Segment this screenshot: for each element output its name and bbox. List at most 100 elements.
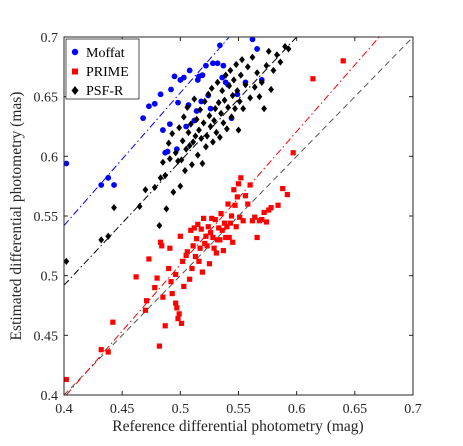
data-point-prime <box>162 323 168 329</box>
legend-marker-prime <box>72 68 78 75</box>
data-point-prime <box>237 214 243 220</box>
data-point-psf-r <box>187 120 194 128</box>
data-point-prime <box>210 234 216 241</box>
data-point-prime <box>340 58 346 64</box>
data-point-psf-r <box>251 83 258 91</box>
data-point-prime <box>259 216 265 223</box>
data-point-prime <box>216 225 222 231</box>
y-tick-label: 0.65 <box>34 91 59 106</box>
data-point-psf-r <box>210 138 216 146</box>
data-point-psf-r <box>227 66 234 75</box>
data-point-psf-r <box>256 93 263 101</box>
data-point-psf-r <box>212 105 219 113</box>
data-point-psf-r <box>277 58 284 66</box>
data-point-psf-r <box>222 71 229 79</box>
data-point-psf-r <box>261 105 267 113</box>
data-point-psf-r <box>159 158 166 166</box>
fit-line-moffat <box>64 37 230 226</box>
data-point-psf-r <box>105 232 112 240</box>
data-point-psf-r <box>242 81 249 89</box>
data-point-psf-r <box>218 109 224 117</box>
data-point-psf-r <box>162 171 169 180</box>
data-point-prime <box>275 202 281 208</box>
points-layer <box>63 36 346 383</box>
data-point-psf-r <box>182 167 188 175</box>
legend-marker-moffat <box>71 48 79 56</box>
data-point-psf-r <box>177 182 184 190</box>
data-point-prime <box>231 187 237 193</box>
x-axis-label: Reference differential photometry (mag) <box>112 418 363 435</box>
data-point-prime <box>219 227 225 233</box>
data-point-moffat <box>105 174 112 181</box>
data-point-moffat <box>171 73 178 80</box>
data-point-prime <box>280 185 286 192</box>
data-point-prime <box>242 193 249 199</box>
data-point-psf-r <box>215 99 222 107</box>
data-point-prime <box>176 311 182 317</box>
data-point-psf-r <box>186 141 193 150</box>
data-point-moffat <box>98 182 105 188</box>
data-point-psf-r <box>166 155 173 163</box>
data-point-psf-r <box>183 145 190 153</box>
data-point-prime <box>284 191 290 198</box>
data-point-psf-r <box>203 143 209 151</box>
data-point-moffat <box>175 99 181 106</box>
data-point-prime <box>157 239 164 245</box>
y-tick-label: 0.45 <box>34 329 59 344</box>
data-point-prime <box>249 218 256 224</box>
data-point-prime <box>234 194 240 200</box>
data-point-prime <box>290 150 296 156</box>
data-point-moffat <box>63 160 70 167</box>
data-point-prime <box>203 233 209 239</box>
data-point-psf-r <box>206 112 213 120</box>
data-point-moffat <box>111 182 117 188</box>
data-point-prime <box>223 234 229 241</box>
data-point-prime <box>160 294 166 300</box>
x-tick-label: 0.4 <box>55 402 73 417</box>
data-point-prime <box>143 298 150 304</box>
data-point-prime <box>110 319 116 325</box>
data-point-psf-r <box>223 125 230 133</box>
data-point-prime <box>156 343 162 349</box>
data-point-psf-r <box>220 119 227 127</box>
data-point-psf-r <box>190 138 197 146</box>
data-point-psf-r <box>199 159 206 168</box>
data-point-prime <box>206 261 213 267</box>
x-tick-label: 0.45 <box>110 402 135 417</box>
data-point-prime <box>187 276 193 282</box>
data-point-prime <box>310 76 316 82</box>
data-point-psf-r <box>219 87 226 95</box>
data-point-prime <box>227 220 233 226</box>
data-point-prime <box>63 376 69 383</box>
data-point-prime <box>240 218 246 224</box>
data-point-psf-r <box>196 126 202 134</box>
data-point-prime <box>133 274 139 280</box>
data-point-psf-r <box>247 94 254 102</box>
data-point-prime <box>152 285 158 291</box>
data-point-moffat <box>166 121 173 128</box>
data-point-psf-r <box>225 103 231 112</box>
x-tick-label: 0.55 <box>226 402 251 417</box>
data-point-moffat <box>164 148 171 155</box>
data-point-prime <box>225 201 231 207</box>
data-point-psf-r <box>205 90 212 98</box>
data-point-prime <box>247 182 253 188</box>
data-point-prime <box>168 279 174 285</box>
data-point-prime <box>183 252 189 258</box>
data-point-psf-r <box>235 126 242 134</box>
data-point-prime <box>233 224 239 230</box>
y-tick-label: 0.6 <box>41 150 59 165</box>
data-point-psf-r <box>237 71 244 79</box>
data-point-psf-r <box>197 106 204 114</box>
data-point-psf-r <box>236 97 243 106</box>
data-point-psf-r <box>208 84 215 92</box>
legend-label-moffat: Moffat <box>86 46 125 61</box>
data-point-prime <box>174 305 180 311</box>
data-point-prime <box>166 265 172 272</box>
data-point-prime <box>212 216 218 223</box>
data-point-prime <box>205 224 211 230</box>
data-point-psf-r <box>273 51 280 59</box>
data-point-psf-r <box>193 115 200 123</box>
legend-label-prime: PRIME <box>86 65 129 80</box>
data-point-psf-r <box>216 133 223 141</box>
